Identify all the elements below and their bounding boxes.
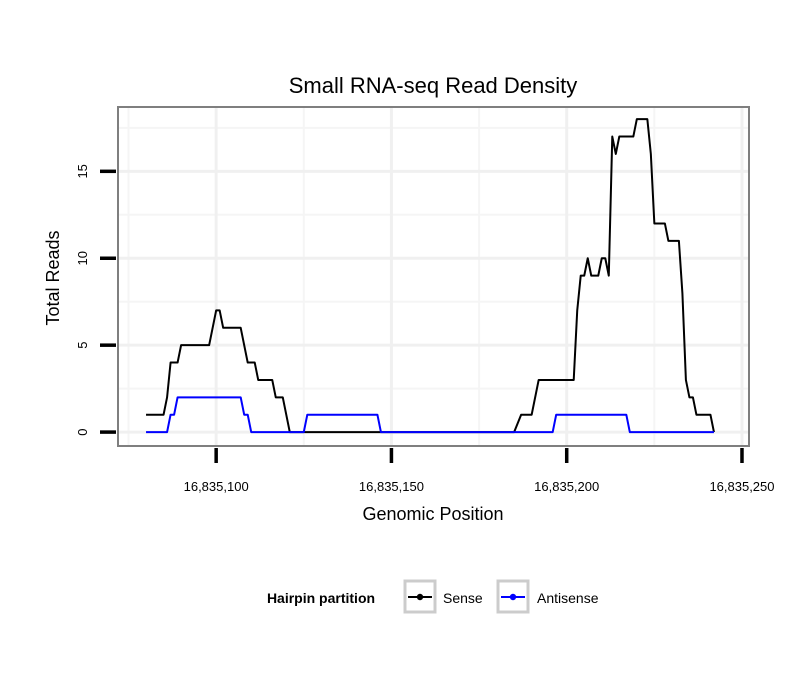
- x-tick-label: 16,835,250: [709, 479, 774, 494]
- x-axis-label: Genomic Position: [362, 504, 503, 524]
- y-axis-label: Total Reads: [43, 230, 63, 325]
- x-tick-label: 16,835,100: [184, 479, 249, 494]
- x-tick-label: 16,835,200: [534, 479, 599, 494]
- series-line-sense: [146, 118, 715, 434]
- legend-point-sense: [416, 593, 424, 601]
- plot-area: 16,835,100 16,835,150 16,835,200 16,835,250…: [75, 106, 775, 494]
- legend-point-antisense: [509, 593, 517, 601]
- y-tick-label: 15: [75, 164, 90, 178]
- legend-label-sense: Sense: [443, 590, 483, 606]
- legend: Hairpin partition Sense Antisense: [267, 579, 599, 614]
- series-line-antisense: [146, 396, 714, 434]
- legend-title: Hairpin partition: [267, 590, 375, 606]
- plot-border: [117, 106, 750, 447]
- y-tick-label: 5: [75, 342, 90, 349]
- legend-label-antisense: Antisense: [537, 590, 599, 606]
- y-tick-label: 10: [75, 251, 90, 265]
- x-tick-label: 16,835,150: [359, 479, 424, 494]
- chart-title: Small RNA-seq Read Density: [289, 73, 578, 98]
- y-tick-label: 0: [75, 428, 90, 435]
